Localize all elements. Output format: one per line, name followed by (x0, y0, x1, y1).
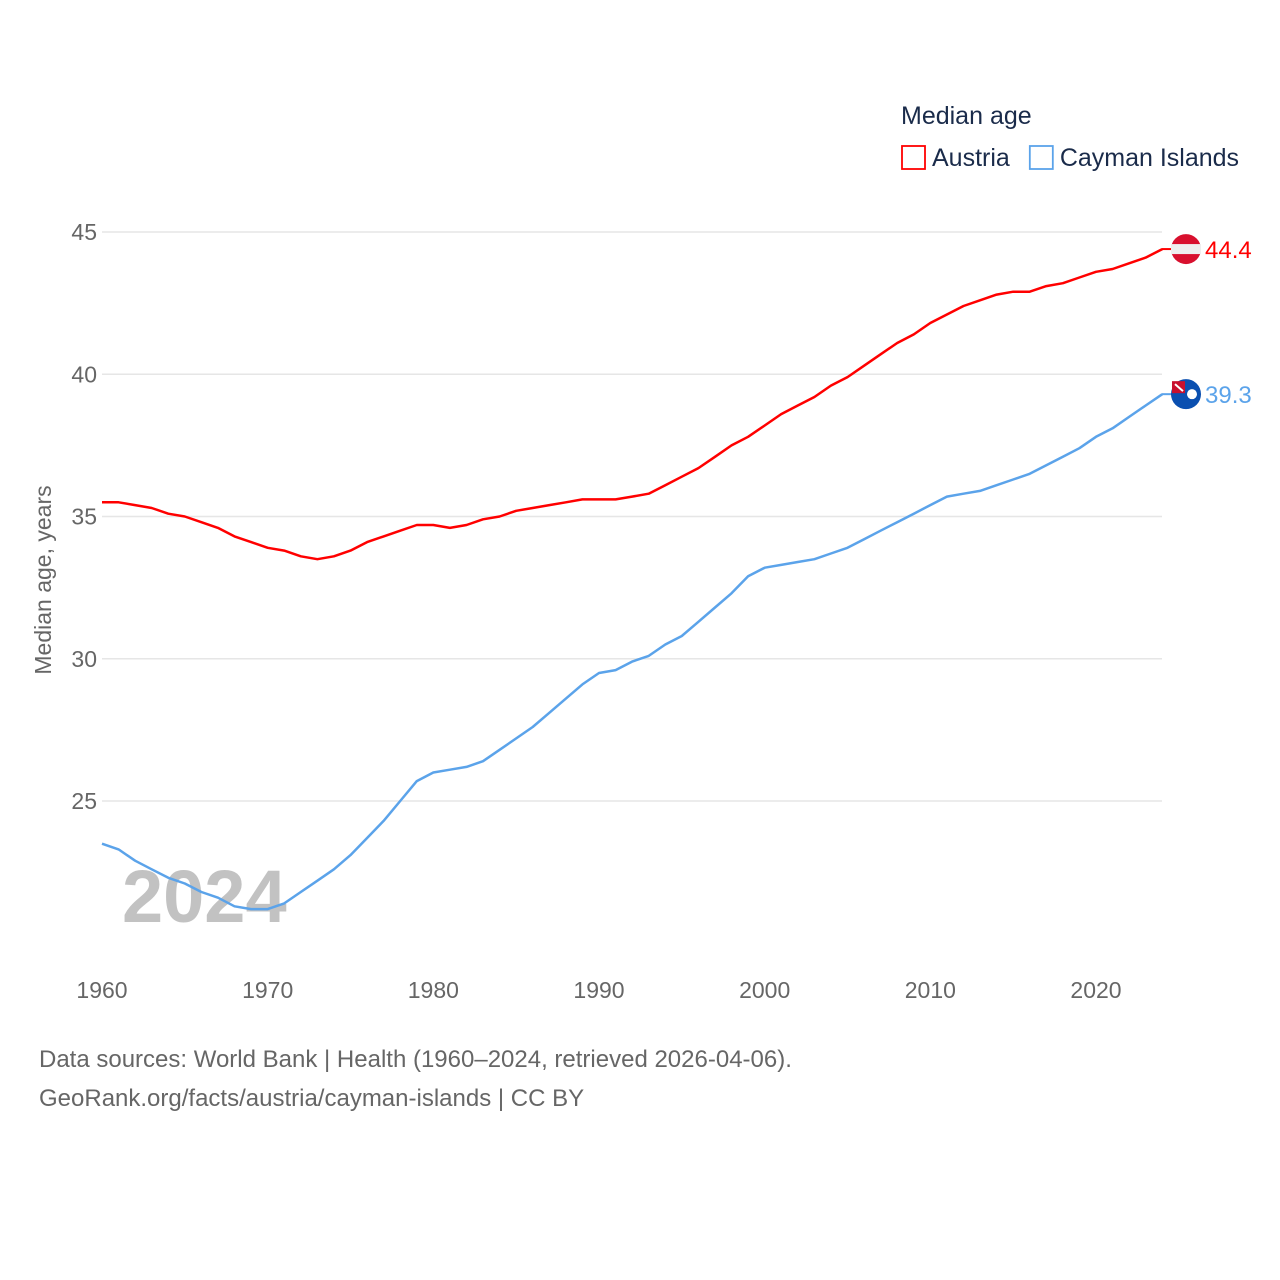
y-tick-label: 45 (71, 219, 97, 245)
source-link[interactable]: GeoRank.org/facts/austria/cayman-islands… (39, 1085, 585, 1112)
x-tick-label: 2000 (739, 977, 790, 1003)
y-tick-label: 40 (71, 361, 97, 387)
y-tick-label: 25 (71, 788, 97, 814)
series-line-cayman-islands (101, 393, 1164, 911)
y-tick-label: 35 (71, 504, 97, 530)
legend-title: Median age (901, 102, 1032, 130)
x-tick-label: 2010 (905, 977, 956, 1003)
legend-item-cayman-islands[interactable]: Cayman Islands (1028, 144, 1239, 172)
legend-item-austria[interactable]: Austria (901, 144, 1010, 172)
y-tick-label: 30 (71, 646, 97, 672)
cayman-islands-flag-icon (1171, 379, 1201, 410)
data-sources: Data sources: World Bank | Health (1960–… (39, 1046, 792, 1073)
end-value-label: 39.3 (1205, 382, 1252, 409)
austria-flag-icon (1171, 234, 1201, 265)
y-axis-label: Median age, years (30, 485, 56, 674)
legend-swatch (1028, 145, 1054, 170)
x-tick-label: 1990 (573, 977, 624, 1003)
legend-swatch (901, 145, 926, 170)
x-tick-label: 1970 (242, 977, 293, 1003)
x-tick-label: 2020 (1070, 977, 1121, 1003)
end-value-label: 44.4 (1205, 237, 1252, 264)
x-tick-label: 1960 (76, 977, 127, 1003)
legend-label: Cayman Islands (1060, 144, 1239, 172)
legend-label: Austria (932, 144, 1010, 172)
x-tick-label: 1980 (408, 977, 459, 1003)
series-line-austria (102, 247, 1163, 561)
